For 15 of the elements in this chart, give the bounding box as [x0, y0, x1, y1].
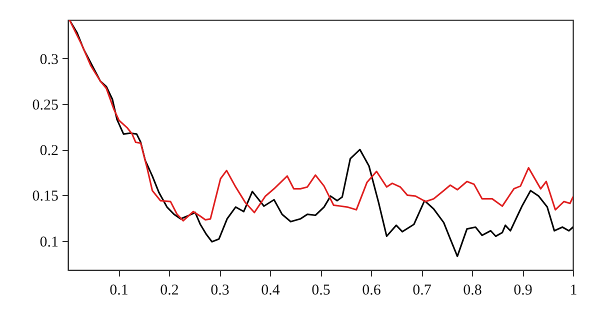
x-tick-label: 0.3 [210, 282, 230, 298]
x-tick-label: 0.7 [412, 282, 432, 298]
y-tick-label: 0.1 [40, 234, 58, 250]
y-tick-label: 0.25 [32, 97, 58, 114]
y-tick-label: 0.15 [32, 188, 58, 205]
x-tick-label: 0.9 [514, 282, 532, 298]
x-tick-label: 0.8 [463, 282, 482, 298]
x-tick-label: 0.5 [312, 282, 330, 298]
x-tick-label: 0.6 [362, 282, 382, 298]
x-tick-label: 1 [570, 282, 578, 298]
y-tick-label: 0.3 [40, 52, 58, 68]
x-tick-label: 0.4 [261, 282, 280, 298]
x-tick-label: 0.1 [110, 282, 128, 298]
y-tick-label: 0.2 [40, 143, 58, 160]
x-tick-label: 0.2 [160, 282, 179, 298]
